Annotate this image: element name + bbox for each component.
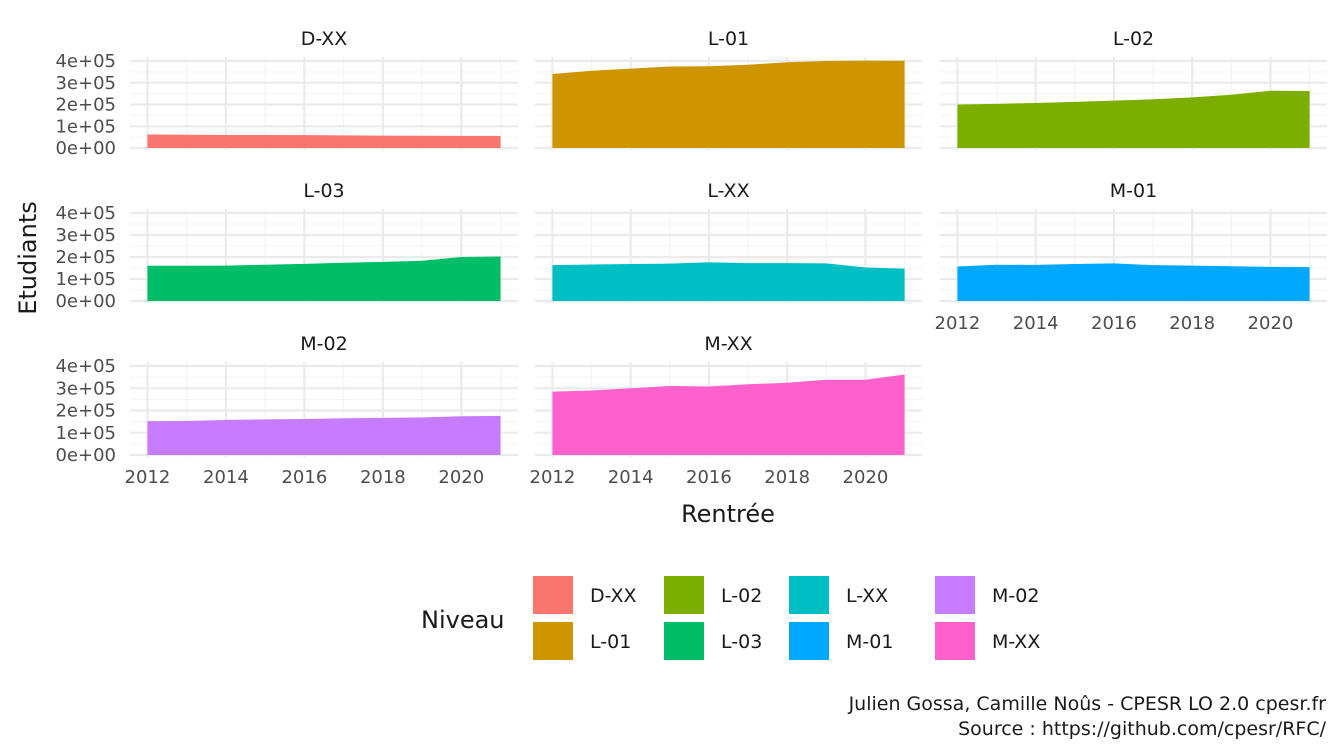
facet-strip-label: M-XX	[704, 333, 752, 355]
x-tick-label: 2014	[608, 467, 654, 488]
legend-title: Niveau	[421, 606, 505, 634]
x-tick-label: 2016	[281, 467, 327, 488]
facet-strip-label: L-01	[708, 28, 749, 50]
legend-swatch	[664, 622, 704, 660]
legend-swatch	[935, 576, 975, 614]
legend-item-l-02: L-02	[664, 576, 762, 614]
panel-l-xx: L-XX	[535, 180, 922, 303]
y-tick-label: 2e+05	[55, 95, 116, 116]
x-tick-label: 2012	[530, 467, 576, 488]
y-tick-label: 0e+00	[55, 291, 116, 312]
area-l-xx	[552, 262, 905, 301]
legend: Niveau D-XX L-01 L-02 L-03 L-XX M-01 M-02 M-XX	[421, 576, 1040, 660]
area-l-01	[552, 60, 905, 148]
facet-strip-label: L-02	[1113, 28, 1154, 50]
y-tick-label: 4e+05	[55, 51, 116, 72]
y-axis-title: Etudiants	[14, 201, 42, 315]
x-tick-label: 2014	[1013, 313, 1059, 334]
legend-label: L-02	[721, 585, 762, 607]
x-tick-label: 2012	[125, 467, 171, 488]
panel-m-01: M-01 2012 2014 2016 2018 2020	[935, 180, 1327, 334]
y-tick-label: 1e+05	[55, 423, 116, 444]
area-d-xx	[147, 134, 501, 148]
caption-authors: Julien Gossa, Camille Noûs - CPESR LO 2.…	[848, 693, 1327, 715]
y-tick-label: 3e+05	[55, 225, 116, 246]
caption-source: Source : https://github.com/cpesr/RFC/	[958, 718, 1327, 740]
area-m-02	[147, 415, 501, 455]
x-tick-label: 2018	[1169, 313, 1215, 334]
x-axis-title: Rentrée	[681, 500, 775, 528]
y-tick-label: 0e+00	[55, 138, 116, 159]
y-tick-label: 4e+05	[55, 356, 116, 377]
y-tick-label: 4e+05	[55, 203, 116, 224]
legend-label: M-XX	[992, 631, 1040, 653]
legend-item-m-01: M-01	[789, 622, 893, 660]
area-m-xx	[552, 374, 905, 455]
y-tick-label: 3e+05	[55, 73, 116, 94]
facet-strip-label: M-02	[300, 333, 347, 355]
y-tick-label: 1e+05	[55, 116, 116, 137]
x-tick-label: 2020	[1248, 313, 1294, 334]
y-tick-label: 0e+00	[55, 445, 116, 466]
facet-strip-label: L-XX	[707, 180, 749, 202]
x-tick-label: 2012	[935, 313, 981, 334]
y-tick-label: 2e+05	[55, 247, 116, 268]
legend-label: M-02	[992, 585, 1039, 607]
x-tick-label: 2014	[203, 467, 249, 488]
legend-swatch	[789, 622, 829, 660]
facet-strip-label: M-01	[1110, 180, 1157, 202]
x-tick-label: 2020	[438, 467, 484, 488]
panel-m-xx: M-XX 2012 2014 2016 2018 2020	[530, 333, 922, 488]
legend-item-m-02: M-02	[935, 576, 1039, 614]
facet-strip-label: L-03	[303, 180, 344, 202]
x-tick-label: 2018	[360, 467, 406, 488]
legend-swatch	[533, 622, 573, 660]
legend-label: L-01	[590, 631, 631, 653]
y-tick-label: 2e+05	[55, 401, 116, 422]
legend-item-m-xx: M-XX	[935, 622, 1040, 660]
legend-item-l-xx: L-XX	[789, 576, 888, 614]
x-tick-label: 2018	[764, 467, 810, 488]
x-tick-label: 2016	[686, 467, 732, 488]
legend-swatch	[533, 576, 573, 614]
panel-l-02: L-02	[940, 28, 1327, 150]
legend-label: L-03	[721, 631, 762, 653]
legend-item-d-xx: D-XX	[533, 576, 637, 614]
legend-label: D-XX	[590, 585, 637, 607]
legend-label: L-XX	[846, 585, 888, 607]
panel-l-01: L-01	[535, 28, 922, 150]
legend-swatch	[664, 576, 704, 614]
area-m-01	[957, 263, 1310, 301]
area-l-03	[147, 256, 501, 301]
x-tick-label: 2016	[1091, 313, 1137, 334]
x-tick-label: 2020	[843, 467, 889, 488]
legend-swatch	[935, 622, 975, 660]
legend-item-l-01: L-01	[533, 622, 631, 660]
legend-item-l-03: L-03	[664, 622, 762, 660]
area-l-02	[957, 90, 1310, 148]
legend-swatch	[789, 576, 829, 614]
legend-label: M-01	[846, 631, 893, 653]
facet-strip-label: D-XX	[301, 28, 348, 50]
y-tick-label: 3e+05	[55, 378, 116, 399]
y-tick-label: 1e+05	[55, 269, 116, 290]
